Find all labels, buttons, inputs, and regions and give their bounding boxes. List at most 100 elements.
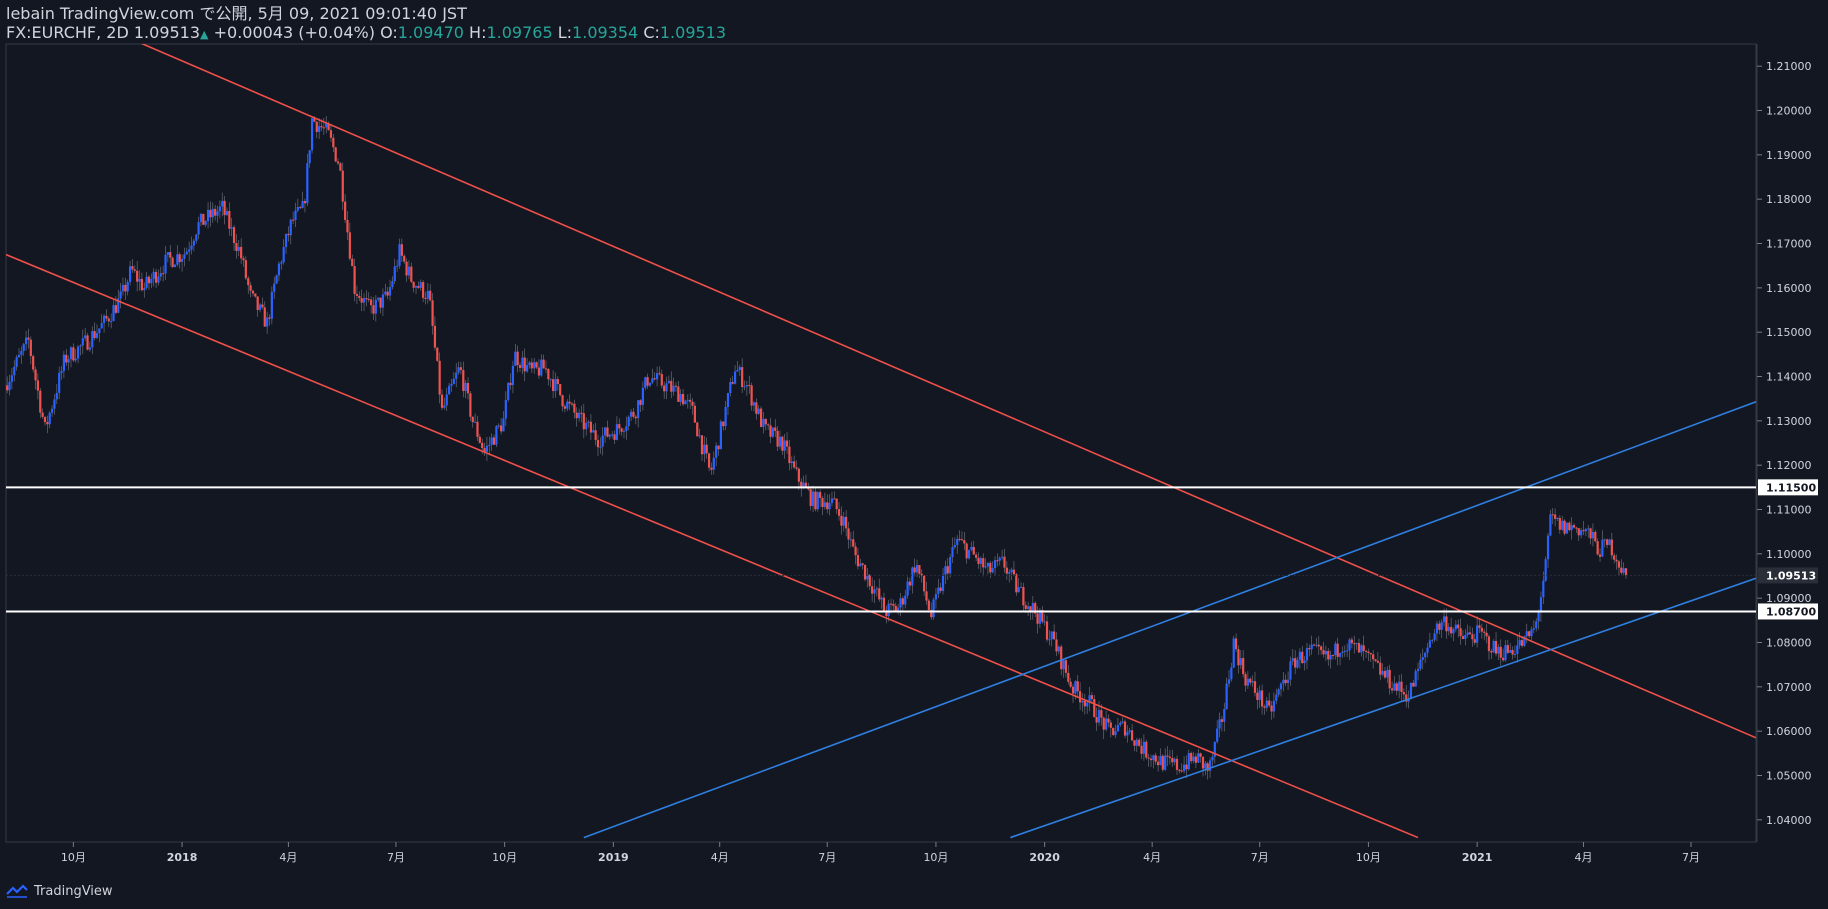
candle-up (1225, 683, 1228, 709)
candle-down (1284, 679, 1287, 684)
candle-up (74, 358, 77, 361)
candle-down (1331, 655, 1335, 657)
candle-up (121, 284, 125, 292)
candle-down (767, 424, 770, 426)
y-tick-label: 1.12000 (1766, 459, 1812, 472)
candle-down (530, 362, 533, 369)
candle-down (788, 446, 791, 464)
candle-up (1230, 667, 1233, 680)
candle-up (1211, 756, 1214, 761)
candle-down (1154, 755, 1157, 762)
candle-down (1554, 514, 1557, 519)
candle-down (261, 304, 264, 308)
candle-up (698, 435, 701, 437)
candle-down (154, 271, 158, 283)
candle-up (1204, 763, 1207, 769)
candle-up (622, 431, 626, 433)
candle-down (700, 435, 704, 455)
candle-up (1530, 629, 1533, 637)
candle-up (381, 294, 385, 308)
candle-up (289, 219, 292, 236)
candle-up (1433, 633, 1436, 640)
candle-up (679, 393, 682, 402)
candle-down (315, 121, 318, 132)
candle-down (1180, 770, 1183, 772)
candle-up (790, 461, 793, 464)
candle-up (294, 210, 297, 220)
last-price-text: 1.09513 (133, 23, 201, 42)
candle-up (164, 254, 167, 274)
candle-down (178, 254, 181, 262)
candle-down (249, 285, 252, 291)
candle-down (618, 424, 621, 429)
candle-down (996, 560, 999, 562)
time-axis[interactable]: 10月 2018 4月 7月 10月 2019 4月 7月 10月 2020 4月 7月 10月 2021… (61, 842, 1700, 864)
candle-down (1317, 644, 1320, 647)
candle-up (648, 382, 652, 386)
x-tick-label: 2020 (1029, 851, 1060, 864)
candle-up (138, 278, 141, 282)
candle-down (1253, 681, 1257, 693)
trendline-blue-3 (583, 401, 1756, 839)
open-value: 1.09470 (397, 23, 464, 42)
candle-down (653, 378, 656, 380)
candle-down (705, 444, 708, 454)
candle-down (542, 359, 545, 369)
candle-up (849, 539, 852, 541)
candle-down (339, 163, 342, 171)
candle-down (1364, 650, 1368, 652)
y-tick-label: 1.20000 (1766, 105, 1812, 118)
candle-up (197, 222, 200, 235)
candle-up (904, 595, 907, 605)
trendlines-layer[interactable] (6, 40, 1756, 839)
candle-up (1031, 603, 1034, 611)
candle-down (1376, 660, 1379, 663)
candle-down (681, 393, 685, 405)
candle-up (48, 412, 51, 425)
candle-down (847, 528, 850, 540)
candle-up (1329, 655, 1332, 660)
candle-down (303, 201, 307, 204)
candle-up (1431, 639, 1434, 641)
candle-down (918, 565, 921, 574)
candle-up (733, 371, 737, 384)
candle-up (1393, 683, 1396, 691)
candle-down (913, 567, 916, 573)
y-tick-label: 1.06000 (1766, 725, 1812, 738)
candle-down (476, 421, 479, 437)
candle-up (915, 565, 919, 573)
candle-up (715, 445, 718, 458)
candle-up (1492, 640, 1495, 653)
horizontal-levels-layer[interactable] (6, 486, 1756, 613)
y-tick-label: 1.16000 (1766, 282, 1812, 295)
candle-down (1053, 631, 1056, 640)
candle-down (254, 293, 257, 297)
symbol-ohlc-line: FX:EURCHF, 2D 1.09513▲ +0.00043 (+0.04%)… (6, 23, 1406, 42)
candle-up (55, 392, 58, 400)
candle-up (419, 282, 422, 288)
candle-down (1606, 539, 1609, 545)
symbol-label[interactable]: FX:EURCHF, 2D (6, 23, 129, 42)
candle-up (1062, 660, 1065, 670)
candle-up (719, 421, 722, 450)
candle-up (743, 386, 746, 388)
candle-down (313, 118, 316, 122)
candle-up (585, 422, 588, 430)
candle-down (691, 401, 694, 406)
candle-down (1367, 651, 1370, 653)
plot-border (5, 43, 1757, 843)
candle-up (1216, 728, 1219, 742)
candle-up (1421, 657, 1424, 660)
candle-down (424, 297, 427, 299)
candle-up (282, 247, 285, 263)
candle-down (1353, 643, 1356, 645)
candle-up (1544, 559, 1547, 581)
candle-up (152, 271, 155, 280)
candle-up (1048, 639, 1051, 641)
candle-down (105, 315, 108, 319)
price-axis[interactable]: 1.21000 1.20000 1.19000 1.18000 1.17000 1.160… (1757, 60, 1818, 827)
candle-up (587, 421, 590, 423)
candle-down (1336, 643, 1339, 657)
candle-up (183, 254, 186, 259)
